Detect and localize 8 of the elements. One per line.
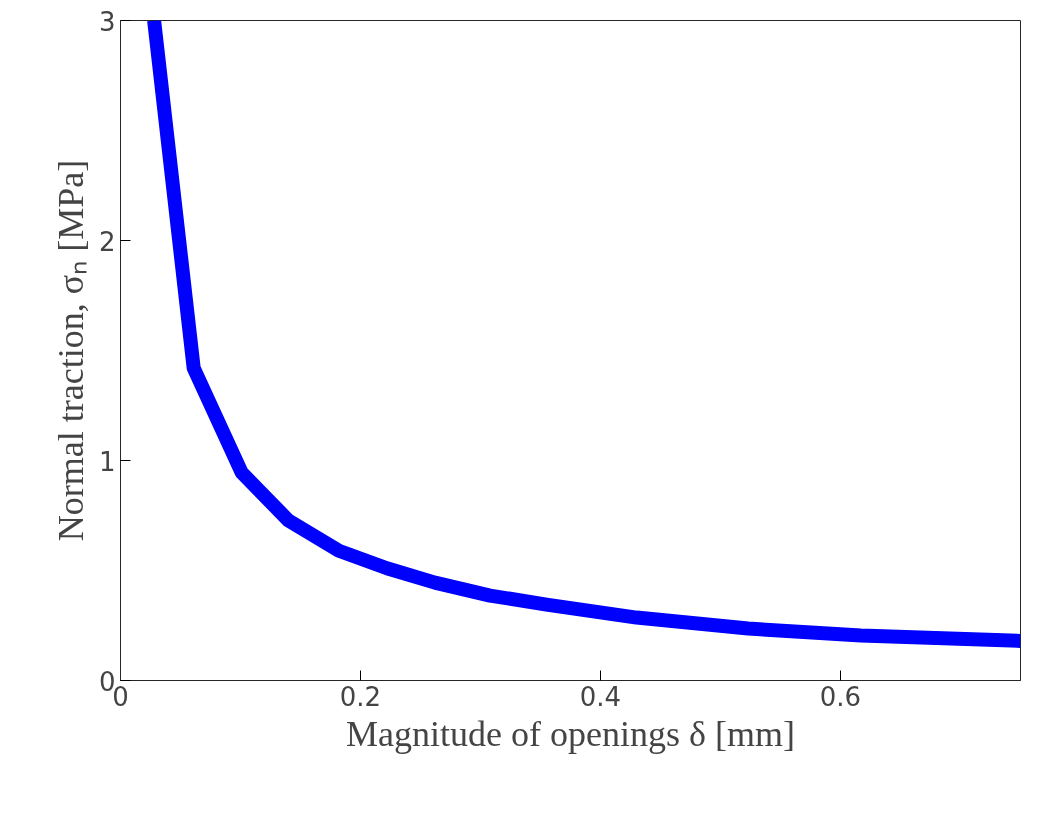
x-tick-label: 0.2: [339, 681, 382, 712]
y-tick-label: 2: [98, 226, 116, 257]
x-tick-label: 0.6: [819, 681, 862, 712]
x-axis-title: Magnitude of openings δ [mm]: [346, 713, 795, 754]
x-tick-label: 0.4: [579, 681, 622, 712]
y-tick-label: 1: [98, 446, 116, 477]
y-tick-label: 3: [98, 6, 116, 37]
y-axis-title: Normal traction, σₙ [MPa]: [50, 159, 91, 542]
